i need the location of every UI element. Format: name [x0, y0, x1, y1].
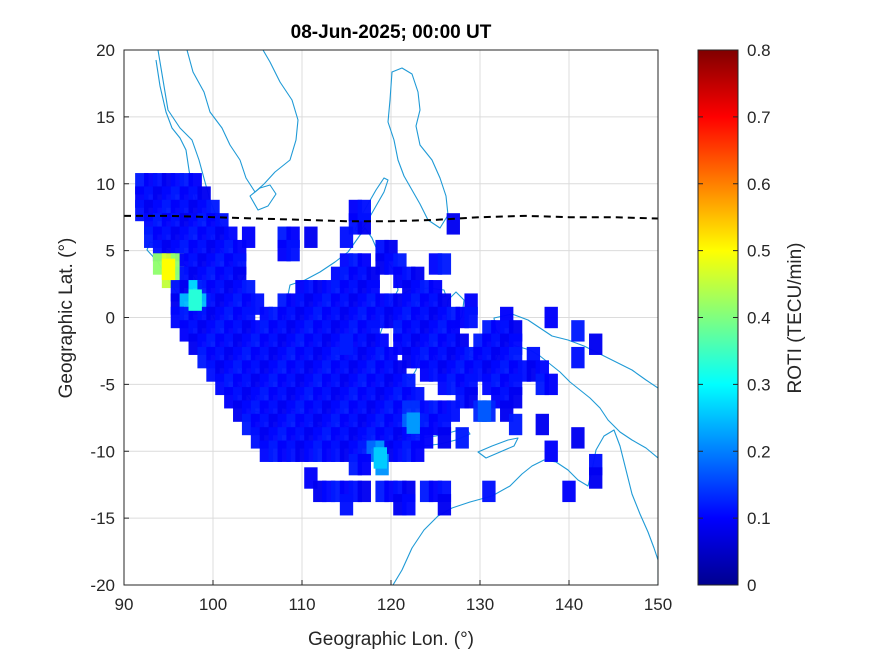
roti-hotspot-cell — [339, 333, 354, 355]
x-axis-ticks: 90 100 110 120 130 140 150 — [115, 580, 672, 614]
x-tick-label: 150 — [644, 595, 672, 614]
roti-cell — [286, 239, 300, 262]
y-tick-label: 10 — [96, 175, 115, 194]
colorbar-tick-label: 0.7 — [747, 108, 771, 127]
roti-cell — [455, 427, 469, 449]
roti-cell — [562, 480, 576, 503]
colorbar-tick-label: 0.8 — [747, 41, 771, 60]
roti-cell — [437, 253, 452, 275]
roti-cell — [571, 427, 585, 449]
magnetic-equator-line — [124, 214, 658, 223]
colorbar-tick-label: 0.6 — [747, 175, 771, 194]
roti-cell — [437, 494, 452, 516]
x-tick-label: 130 — [466, 595, 494, 614]
colorbar-tick-label: 0.2 — [747, 442, 771, 461]
roti-cell — [446, 213, 460, 235]
colorbar-label: ROTI (TECU/min) — [785, 243, 806, 394]
y-tick-label: -20 — [90, 576, 115, 595]
roti-cell — [535, 413, 549, 436]
colorbar-tick-label: 0.3 — [747, 375, 771, 394]
y-tick-label: 20 — [96, 41, 115, 60]
y-axis-label: Geographic Lat. (°) — [56, 238, 77, 399]
roti-cell — [437, 427, 452, 449]
roti-cell — [571, 346, 585, 369]
coastline-timor — [477, 437, 519, 459]
y-tick-label: 0 — [106, 309, 115, 328]
roti-cell — [544, 306, 558, 329]
colorbar-tick-label: 0 — [747, 576, 756, 595]
colorbar-ticks: 0 0.1 0.2 0.3 0.4 0.5 0.6 0.7 0.8 — [698, 41, 771, 595]
roti-cell — [402, 494, 416, 516]
colorbar-tick-label: 0.4 — [747, 309, 771, 328]
x-tick-label: 110 — [288, 595, 315, 614]
y-tick-label: -5 — [100, 375, 115, 394]
x-tick-label: 140 — [555, 595, 583, 614]
colorbar-tick-label: 0.5 — [747, 242, 771, 261]
roti-cell — [508, 413, 523, 436]
roti-hotspot-cell — [406, 412, 420, 434]
roti-cell — [544, 440, 558, 462]
roti-cell — [304, 226, 318, 248]
colorbar-tick-label: 0.1 — [747, 509, 771, 528]
colorbar — [697, 49, 739, 586]
roti-cell — [544, 373, 558, 396]
y-axis-ticks: -20 -15 -10 -5 0 5 10 15 20 — [90, 41, 129, 595]
x-tick-label: 120 — [377, 595, 405, 614]
roti-cell — [339, 494, 354, 516]
roti-cell — [411, 440, 425, 462]
roti-hotspot-cell — [373, 447, 387, 469]
roti-cell — [464, 306, 478, 329]
roti-cell — [357, 199, 371, 222]
y-tick-label: -10 — [90, 442, 115, 461]
roti-cell — [571, 320, 585, 342]
roti-cell — [589, 333, 603, 355]
chart-title: 08-Jun-2025; 00:00 UT — [291, 22, 492, 43]
roti-cell — [357, 480, 371, 503]
x-axis-label: Geographic Lon. (°) — [308, 629, 474, 650]
roti-cells — [135, 173, 603, 516]
y-tick-label: -15 — [90, 509, 115, 528]
roti-hotspot-cell — [161, 258, 176, 281]
roti-hotspot-cell — [477, 400, 492, 422]
coastline-mekong-delta — [249, 184, 277, 211]
roti-cell — [339, 226, 354, 248]
x-tick-label: 90 — [115, 595, 134, 614]
roti-cell — [357, 453, 371, 476]
x-tick-label: 100 — [199, 595, 227, 614]
y-tick-label: 15 — [96, 108, 115, 127]
y-tick-label: 5 — [106, 242, 115, 261]
roti-cell — [589, 467, 603, 489]
roti-hotspot-cell — [188, 289, 202, 311]
roti-cell — [482, 480, 496, 503]
